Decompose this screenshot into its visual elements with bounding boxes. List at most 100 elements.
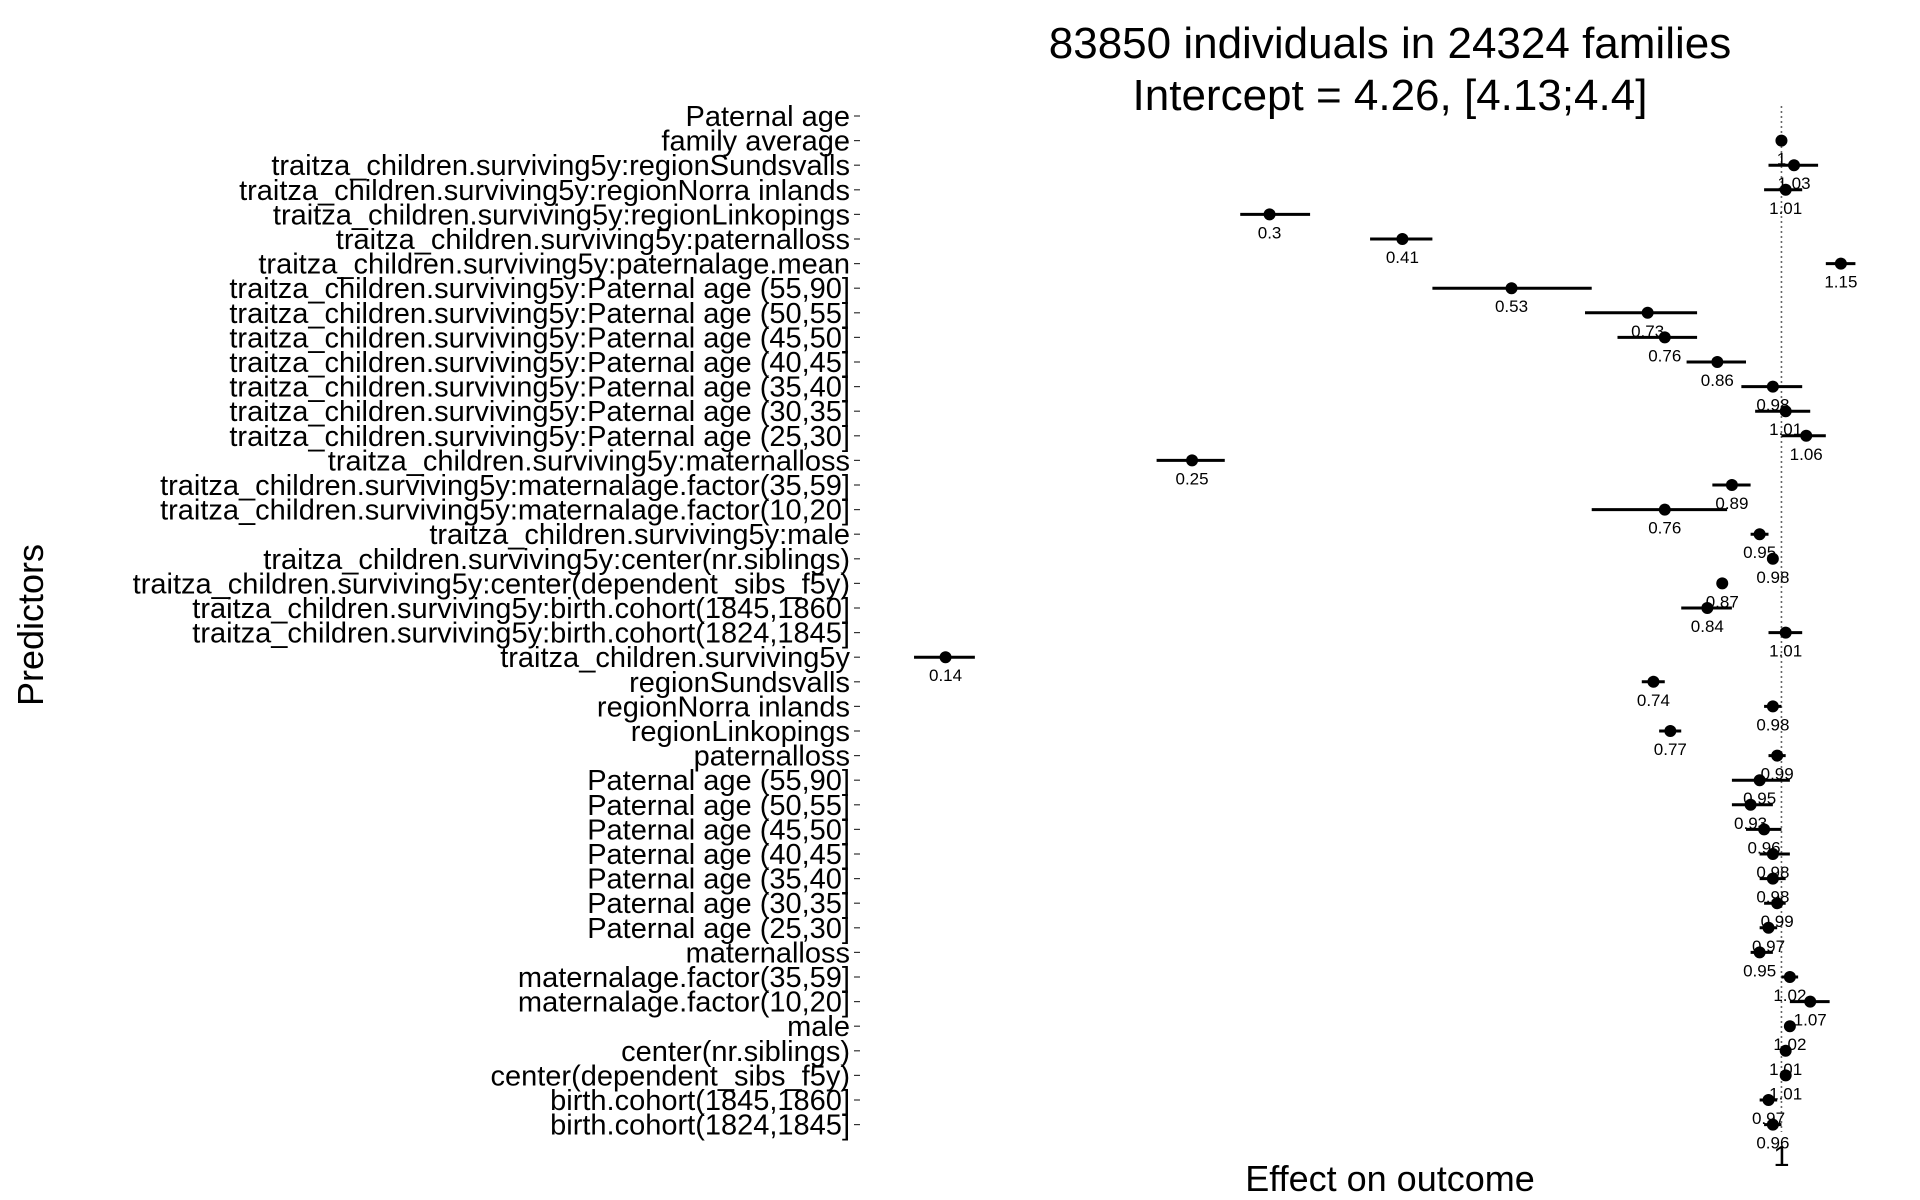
estimate-value-label: 1 (1777, 150, 1786, 169)
estimate-value-label: 0.98 (1756, 715, 1789, 734)
estimate-point (1766, 380, 1779, 393)
estimate-value-label: 0.3 (1258, 223, 1282, 242)
predictor-label: center(nr.siblings) (621, 1036, 850, 1068)
predictor-label: Paternal age (55,90] (587, 765, 850, 797)
predictor-label: Paternal age (50,55] (587, 790, 850, 822)
estimate-value-label: 1.01 (1769, 642, 1802, 661)
value-labels: 1 1.03 1.01 0.3 0.41 1.15 0.53 0.73 0.76 0.86 0.98… (929, 150, 1857, 1153)
estimate-value-label: 1.06 (1790, 445, 1823, 464)
estimate-point (1800, 429, 1813, 442)
estimate-point (1783, 971, 1796, 983)
estimate-point (1396, 233, 1409, 245)
estimate-point (1771, 749, 1784, 762)
predictor-label: traitza_children.surviving5y:Paternal ag… (229, 396, 850, 428)
predictor-label: traitza_children.surviving5y:regionLinko… (273, 199, 850, 231)
predictor-label: traitza_children.surviving5y:Paternal ag… (229, 322, 850, 354)
predictor-label: traitza_children.surviving5y:Paternal ag… (229, 298, 850, 330)
predictor-label: center(dependent_sibs_f5y) (490, 1060, 850, 1092)
estimate-point (1725, 479, 1738, 491)
predictor-label: traitza_children.surviving5y:regionSunds… (271, 150, 850, 182)
estimate-value-label: 1.01 (1769, 420, 1802, 439)
estimate-value-label: 0.96 (1748, 838, 1781, 857)
estimate-value-label: 0.97 (1752, 937, 1785, 956)
predictor-label: traitza_children.surviving5y:birth.cohor… (192, 618, 850, 650)
estimate-value-label: 0.14 (929, 666, 962, 685)
predictor-label: Paternal age (30,35] (587, 888, 850, 920)
estimate-point (1664, 725, 1677, 737)
predictor-label: Paternal age (35,40] (587, 864, 850, 896)
title-line-1: 83850 individuals in 24324 families (1049, 19, 1731, 68)
predictor-label: traitza_children.surviving5y:regionNorra… (239, 175, 850, 207)
x-axis-title: Effect on outcome (1245, 1158, 1535, 1199)
estimate-value-label: 1.01 (1769, 1060, 1802, 1079)
estimate-point (1658, 331, 1671, 344)
predictor-label: birth.cohort(1824,1845] (550, 1110, 850, 1142)
estimate-value-label: 1.02 (1773, 1035, 1806, 1054)
estimate-value-label: 0.89 (1715, 494, 1748, 513)
estimate-value-label: 0.86 (1701, 371, 1734, 390)
predictor-label: traitza_children.surviving5y:center(nr.s… (263, 544, 850, 576)
predictor-label: traitza_children.surviving5y (500, 642, 850, 674)
estimate-value-label: 0.84 (1691, 617, 1724, 636)
estimate-point (1753, 946, 1766, 959)
x-tick-label: 1 (1773, 1141, 1789, 1173)
predictor-label: Paternal age (686, 101, 850, 133)
estimate-value-label: 0.95 (1743, 961, 1776, 980)
estimate-point (1186, 454, 1199, 467)
estimate-point (1744, 798, 1757, 811)
estimate-value-label: 1.01 (1769, 1084, 1802, 1103)
predictor-label: paternalloss (694, 741, 850, 773)
point-estimates (939, 134, 1847, 1131)
estimate-point (1711, 356, 1724, 368)
estimate-point (1758, 823, 1771, 836)
predictor-label: Paternal age (40,45] (587, 839, 850, 871)
estimate-value-label: 0.87 (1706, 592, 1739, 611)
estimate-value-label: 0.93 (1734, 814, 1767, 833)
estimate-value-label: 0.96 (1756, 1134, 1789, 1153)
estimate-value-label: 0.98 (1756, 863, 1789, 882)
estimate-point (1783, 1020, 1796, 1033)
predictor-label: traitza_children.surviving5y:maternalage… (160, 495, 850, 527)
estimate-value-label: 1.03 (1777, 174, 1810, 193)
predictor-label: maternalage.factor(10,20] (518, 987, 850, 1019)
estimate-point (1647, 675, 1660, 688)
estimate-point (1766, 872, 1779, 885)
predictor-label: maternalloss (686, 937, 850, 969)
predictor-label: traitza_children.surviving5y:maternallos… (328, 445, 850, 477)
predictor-label: traitza_children.surviving5y:male (429, 519, 850, 551)
predictor-label: traitza_children.surviving5y:paternallos… (336, 224, 850, 256)
estimate-value-label: 1.02 (1773, 986, 1806, 1005)
estimate-point (1766, 1118, 1779, 1131)
estimate-point (1779, 405, 1792, 418)
estimate-value-label: 1.07 (1794, 1011, 1827, 1030)
estimate-value-label: 0.95 (1743, 789, 1776, 808)
estimate-value-label: 0.74 (1637, 691, 1670, 710)
estimate-value-label: 0.76 (1648, 519, 1681, 538)
predictor-label: traitza_children.surviving5y:Paternal ag… (229, 421, 850, 453)
predictor-label: birth.cohort(1845,1860] (550, 1085, 850, 1117)
estimate-point (1779, 626, 1792, 639)
predictor-label: regionLinkopings (631, 716, 850, 748)
estimate-point (1766, 700, 1779, 713)
estimate-point (1762, 921, 1775, 934)
estimate-point (1762, 1094, 1775, 1106)
predictor-label: maternalage.factor(35,59] (518, 962, 850, 994)
estimate-point (1771, 897, 1784, 910)
estimate-point (1779, 183, 1792, 196)
estimate-point (1779, 1044, 1792, 1057)
estimate-point (1779, 1069, 1792, 1082)
estimate-value-label: 0.98 (1756, 568, 1789, 587)
predictor-label: male (787, 1011, 850, 1043)
y-axis-title: Predictors (10, 544, 51, 706)
predictor-label: Paternal age (25,30] (587, 913, 850, 945)
estimate-value-label: 0.41 (1386, 248, 1419, 267)
estimate-value-label: 0.73 (1631, 322, 1664, 341)
estimate-point (1834, 257, 1847, 270)
estimate-point (1788, 159, 1801, 172)
predictor-label: Paternal age (45,50] (587, 814, 850, 846)
predictor-label: traitza_children.surviving5y:maternalage… (160, 470, 850, 502)
estimate-value-label: 0.25 (1176, 469, 1209, 488)
predictor-label: traitza_children.surviving5y:center(depe… (133, 568, 850, 600)
